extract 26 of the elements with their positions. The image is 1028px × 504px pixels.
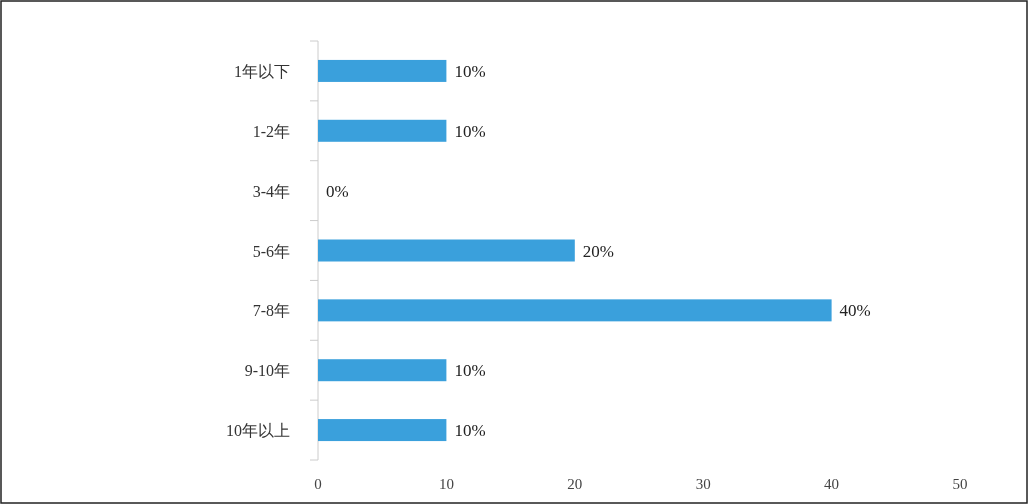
y-tick-label: 9-10年 [244, 362, 290, 380]
x-tick-label: 30 [695, 476, 711, 492]
y-tick-label: 1-2年 [252, 122, 290, 140]
data-label: 10% [454, 421, 486, 441]
data-label: 10% [454, 121, 486, 141]
x-tick-label: 20 [567, 476, 583, 492]
bar [318, 239, 575, 262]
bar [318, 59, 447, 82]
y-tick-label: 10年以上 [226, 422, 290, 440]
x-tick-label: 10 [438, 476, 454, 492]
y-tick-label: 3-4年 [252, 182, 290, 200]
data-label: 0% [326, 181, 349, 201]
x-tick-label: 50 [952, 476, 968, 492]
y-tick-label: 5-6年 [252, 242, 290, 260]
bar [318, 299, 832, 322]
data-label: 10% [454, 361, 486, 381]
x-tick-label: 0 [314, 476, 322, 492]
bar [318, 119, 447, 142]
bar [318, 359, 447, 382]
bar [318, 419, 447, 442]
y-tick-label: 1年以下 [234, 62, 290, 80]
data-label: 20% [582, 241, 614, 261]
data-label: 40% [839, 301, 871, 321]
y-tick-label: 7-8年 [252, 302, 290, 320]
x-tick-label: 40 [824, 476, 840, 492]
data-label: 10% [454, 61, 486, 81]
